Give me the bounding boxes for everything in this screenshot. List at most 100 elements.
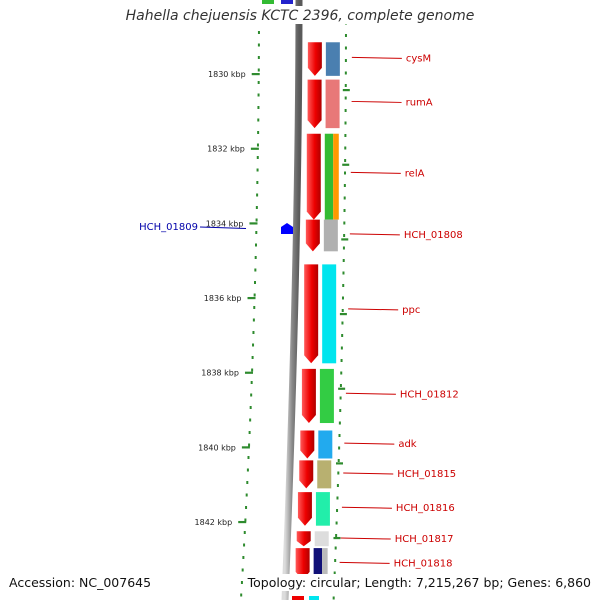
kbp-tick-mark-right (339, 312, 347, 316)
track-dot-right (337, 471, 340, 475)
track-dot-left (251, 356, 254, 359)
track-dot-left (250, 393, 253, 397)
kbp-tick-label: 1830 kbp (208, 70, 246, 79)
track-dot-left (248, 431, 251, 434)
kbp-ticks: 1830 kbp 1832 kbp 1834 kbp 1836 kbp 1838 kbp… (195, 70, 350, 540)
gene-block (323, 219, 338, 252)
track-dot-left (240, 581, 243, 584)
track-dot-left (247, 456, 250, 459)
gene-label: HCH_01818 (394, 558, 453, 569)
kbp-tick-mark (241, 446, 250, 449)
track-dot-left (245, 493, 248, 497)
track-dot-right (341, 309, 344, 312)
track-dot-right (337, 459, 340, 462)
cds-arrow (301, 368, 316, 424)
track-dot-right (342, 271, 345, 275)
track-dot-left (248, 443, 251, 447)
kbp-tick-mark-right (341, 238, 349, 241)
track-dot-right (338, 446, 341, 450)
gene-label: HCH_01815 (397, 469, 456, 480)
gene-label: rumA (406, 97, 433, 108)
track-dot-right (340, 371, 343, 375)
track-dot-left (257, 93, 260, 97)
gene-block (315, 492, 330, 526)
track-dot-left (255, 218, 258, 222)
track-dot-right (333, 571, 336, 575)
kbp-tick-mark (247, 296, 256, 300)
gene-label: HCH_01812 (400, 389, 459, 400)
track-dot-left (253, 306, 256, 309)
gene-block (319, 368, 334, 424)
kbp-tick-mark-right (333, 536, 341, 540)
highlight-label: HCH_01809 (139, 222, 198, 233)
track-dot-left (256, 143, 259, 147)
track-dot-right (340, 359, 343, 362)
gene-leader-line (350, 171, 401, 174)
track-dot-right (344, 159, 347, 162)
track-dot-left (257, 106, 260, 109)
stub-bottom-cyan (309, 596, 319, 600)
track-dot-left (255, 231, 258, 234)
track-dot-right (343, 184, 346, 187)
kbp-tick-mark (251, 73, 260, 76)
gene-label: relA (405, 168, 425, 179)
track-dot-right (344, 121, 347, 125)
track-dot-right (342, 284, 345, 287)
cds-arrow (300, 430, 315, 459)
track-dot-right (332, 596, 335, 600)
gene-block (318, 430, 333, 459)
track-dot-right (344, 109, 347, 112)
track-dot-right (343, 209, 346, 212)
track-dot-right (336, 484, 339, 487)
gene-leader-line (351, 100, 402, 103)
track-dot-left (257, 81, 260, 84)
gene-label: HCH_01817 (395, 534, 454, 545)
gene-block (313, 548, 323, 580)
kbp-tick-mark (250, 147, 259, 150)
track-dot-right (339, 384, 342, 387)
title-background (118, 6, 482, 24)
track-dot-left (243, 531, 246, 534)
track-dot-right (335, 534, 338, 537)
track-dot-right (334, 559, 337, 562)
track-dot-left (252, 343, 255, 347)
gene-leader-line (351, 56, 402, 59)
track-dot-left (256, 193, 259, 197)
track-dot-left (241, 568, 244, 572)
genome-backbone (281, 0, 303, 600)
track-dot-right (341, 296, 344, 300)
track-dot-left (246, 468, 249, 472)
cds-arrow (299, 460, 314, 489)
track-dot-left (244, 518, 247, 522)
track-dot-left (249, 418, 252, 422)
track-dot-right (341, 321, 344, 325)
gene-block (314, 531, 329, 547)
track-dot-right (344, 134, 347, 137)
track-dot-right (340, 346, 343, 350)
gene-label: ppc (402, 305, 420, 316)
gene-label: HCH_01808 (404, 230, 463, 241)
gene-block (325, 42, 340, 76)
cds-arrow (307, 79, 322, 129)
kbp-tick-label: 1836 kbp (204, 294, 242, 303)
map-title: Hahella chejuensis KCTC 2396, complete g… (126, 8, 475, 24)
track-dot-left (246, 481, 249, 484)
track-dot-left (249, 406, 252, 409)
track-dot-right (344, 59, 347, 62)
track-dot-right (344, 34, 347, 37)
stub-bottom-red (292, 596, 304, 600)
kbp-tick-mark-right (338, 387, 346, 390)
highlight-marker (281, 222, 293, 234)
stub-top-green (262, 0, 274, 4)
track-dot-right (342, 259, 345, 262)
track-dot-left (255, 206, 258, 209)
track-dot-right (336, 496, 339, 500)
track-dot-left (245, 506, 248, 509)
kbp-tick-mark-right (342, 89, 350, 92)
track-dot-left (255, 243, 258, 247)
track-dot-left (257, 31, 260, 34)
gene-leader-line (349, 233, 400, 236)
gene-leader-line (340, 537, 391, 540)
kbp-tick-label: 1840 kbp (198, 443, 236, 452)
